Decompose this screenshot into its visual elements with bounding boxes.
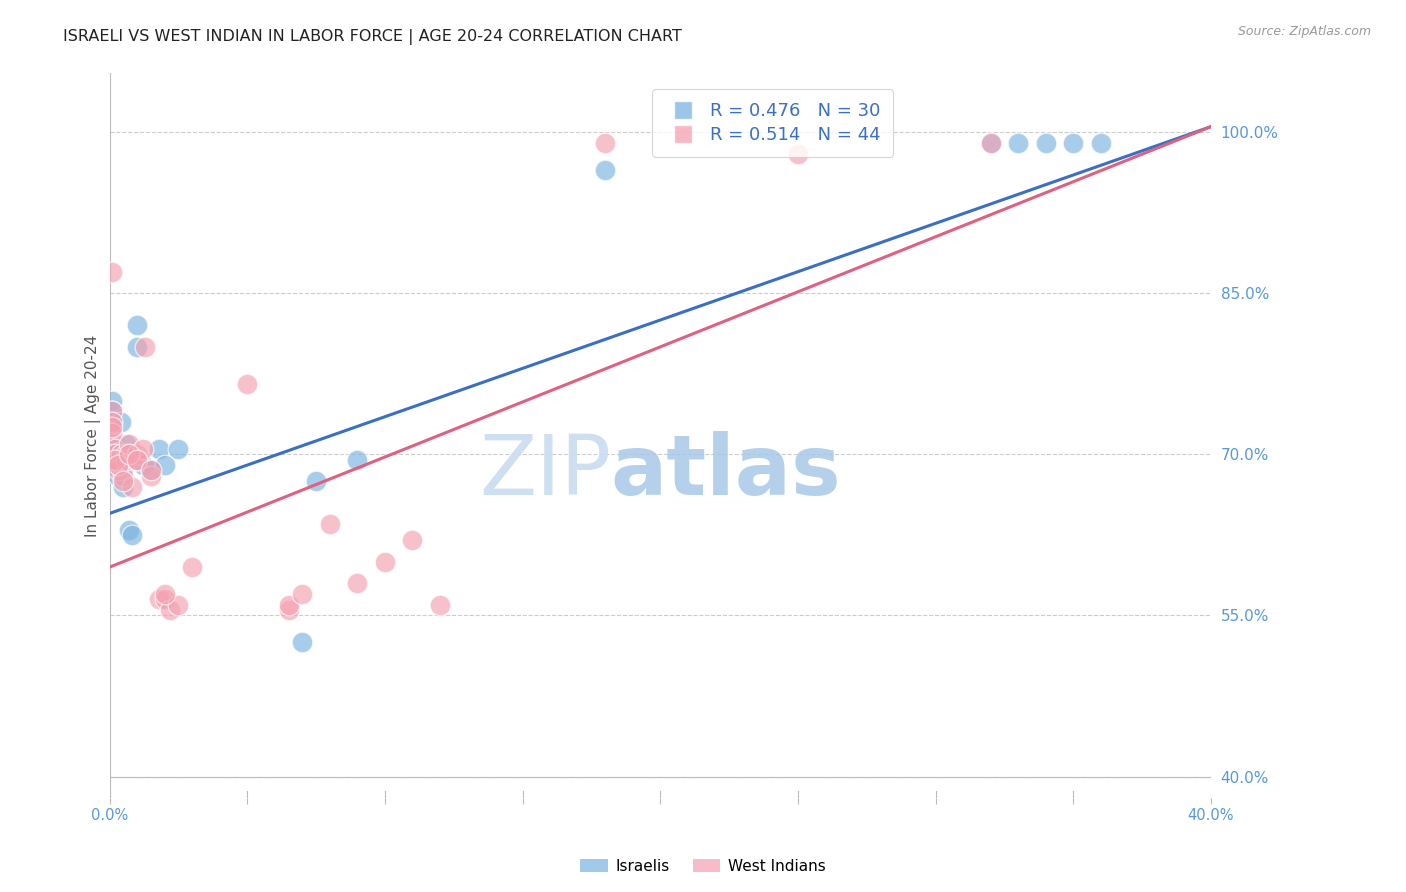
Point: [101, 404, 124, 418]
Point: [1007, 136, 1029, 150]
Point: [115, 447, 138, 461]
Point: [139, 463, 162, 477]
Point: [153, 592, 176, 607]
Point: [101, 425, 124, 440]
Point: [167, 442, 190, 456]
Point: [148, 592, 170, 607]
Point: [236, 377, 259, 392]
Point: [110, 447, 132, 461]
Point: [101, 265, 124, 279]
Point: [104, 436, 127, 450]
Point: [107, 458, 129, 472]
Point: [153, 458, 176, 472]
Point: [291, 635, 314, 649]
Point: [277, 598, 299, 612]
Point: [148, 442, 170, 456]
Point: [134, 340, 156, 354]
Point: [104, 452, 127, 467]
Point: [104, 442, 127, 456]
Point: [131, 442, 153, 456]
Point: [101, 415, 124, 429]
Point: [159, 603, 181, 617]
Y-axis label: In Labor Force | Age 20-24: In Labor Force | Age 20-24: [86, 334, 101, 537]
Point: [127, 452, 149, 467]
Point: [346, 452, 368, 467]
Point: [980, 136, 1002, 150]
Text: ISRAELI VS WEST INDIAN IN LABOR FORCE | AGE 20-24 CORRELATION CHART: ISRAELI VS WEST INDIAN IN LABOR FORCE | …: [63, 29, 682, 45]
Point: [127, 340, 149, 354]
Point: [1090, 136, 1112, 150]
Text: atlas: atlas: [610, 431, 841, 512]
Point: [131, 458, 153, 472]
Point: [112, 463, 135, 477]
Point: [104, 442, 127, 456]
Point: [112, 468, 135, 483]
Point: [181, 560, 204, 574]
Point: [115, 436, 138, 450]
Point: [121, 528, 143, 542]
Point: [593, 162, 616, 177]
Legend: R = 0.476   N = 30, R = 0.514   N = 44: R = 0.476 N = 30, R = 0.514 N = 44: [652, 89, 893, 157]
Point: [107, 452, 129, 467]
Point: [319, 517, 342, 532]
Point: [127, 318, 149, 333]
Point: [291, 587, 314, 601]
Point: [786, 146, 808, 161]
Point: [101, 393, 124, 408]
Point: [101, 415, 124, 429]
Point: [115, 452, 138, 467]
Point: [112, 479, 135, 493]
Point: [104, 447, 127, 461]
Point: [593, 136, 616, 150]
Point: [374, 555, 396, 569]
Text: Source: ZipAtlas.com: Source: ZipAtlas.com: [1237, 25, 1371, 38]
Point: [121, 479, 143, 493]
Point: [167, 598, 190, 612]
Point: [101, 420, 124, 434]
Point: [346, 576, 368, 591]
Point: [1035, 136, 1057, 150]
Point: [401, 533, 423, 548]
Point: [139, 463, 162, 477]
Point: [139, 468, 162, 483]
Point: [127, 452, 149, 467]
Point: [107, 452, 129, 467]
Point: [118, 436, 141, 450]
Legend: Israelis, West Indians: Israelis, West Indians: [574, 853, 832, 880]
Point: [112, 474, 135, 488]
Point: [118, 447, 141, 461]
Point: [104, 447, 127, 461]
Point: [277, 603, 299, 617]
Point: [429, 598, 451, 612]
Point: [1062, 136, 1084, 150]
Point: [980, 136, 1002, 150]
Point: [153, 587, 176, 601]
Point: [127, 447, 149, 461]
Point: [110, 415, 132, 429]
Point: [118, 523, 141, 537]
Point: [107, 468, 129, 483]
Point: [101, 404, 124, 418]
Point: [107, 463, 129, 477]
Text: ZIP: ZIP: [479, 431, 610, 512]
Point: [305, 474, 328, 488]
